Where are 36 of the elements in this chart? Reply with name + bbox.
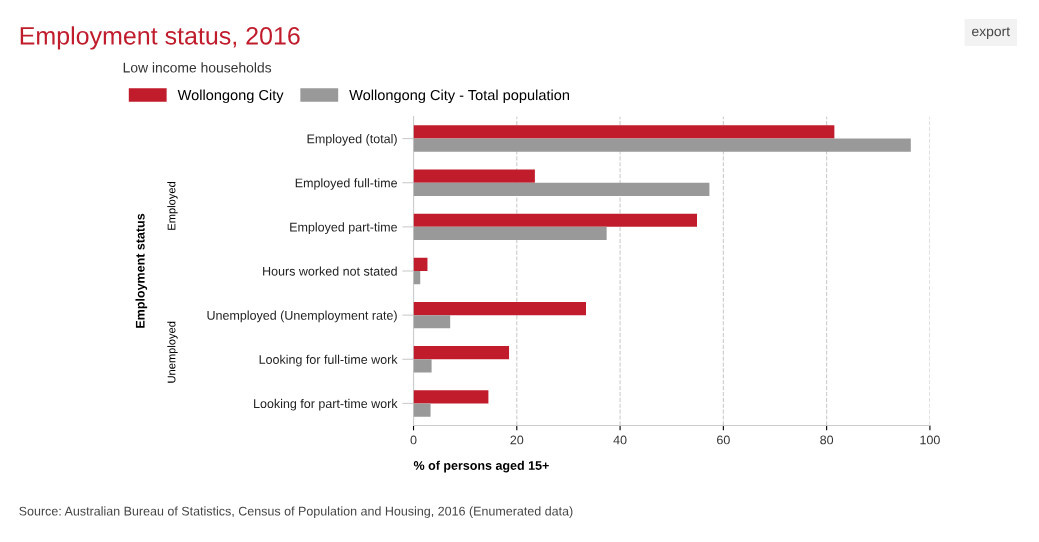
text: Employed	[167, 181, 178, 230]
y-tick-label: Employed part-time	[290, 222, 397, 234]
legend-label: Wollongong City - Total population	[349, 89, 570, 104]
x-tick-label: 40	[613, 435, 627, 445]
y-tick-label: Looking for full-time work	[259, 354, 398, 367]
bar	[413, 315, 451, 329]
y-tick-label: Unemployed (Unemployment rate)	[207, 310, 397, 323]
y-tick-label: Hours worked not stated	[263, 266, 397, 276]
text: Unemployed	[167, 321, 178, 383]
bar	[413, 403, 431, 417]
bar	[413, 301, 586, 316]
x-tick-label: 20	[510, 435, 524, 445]
legend-label: Wollongong City	[177, 89, 284, 104]
bar	[413, 138, 911, 152]
x-tick-label: 100	[920, 435, 940, 445]
legend-title: Low income households	[123, 62, 272, 73]
bar	[413, 182, 710, 196]
y-axis-title: Employment status	[135, 213, 148, 328]
x-axis-title: % of persons aged 15+	[413, 460, 549, 473]
bar	[413, 359, 432, 373]
x-tick-label: 60	[717, 435, 730, 445]
text: export	[972, 27, 1010, 39]
source-note: Source: Australian Bureau of Statistics, Census of Population and Housing, 2016 (Enumerated data)	[19, 506, 573, 519]
x-tick-label: 80	[820, 435, 834, 445]
bar	[413, 390, 489, 404]
text: Employment status, 2016	[20, 26, 300, 50]
bar	[413, 226, 607, 241]
bar	[413, 346, 510, 360]
y-tick-label: Employed (total)	[307, 134, 397, 146]
x-tick-label: 0	[410, 435, 417, 445]
bar	[413, 169, 535, 183]
y-tick-label: Looking for part-time work	[254, 398, 398, 411]
bar	[413, 257, 428, 271]
y-tick-label: Employed full-time	[295, 178, 397, 190]
bar	[413, 213, 698, 227]
bar	[413, 125, 835, 139]
